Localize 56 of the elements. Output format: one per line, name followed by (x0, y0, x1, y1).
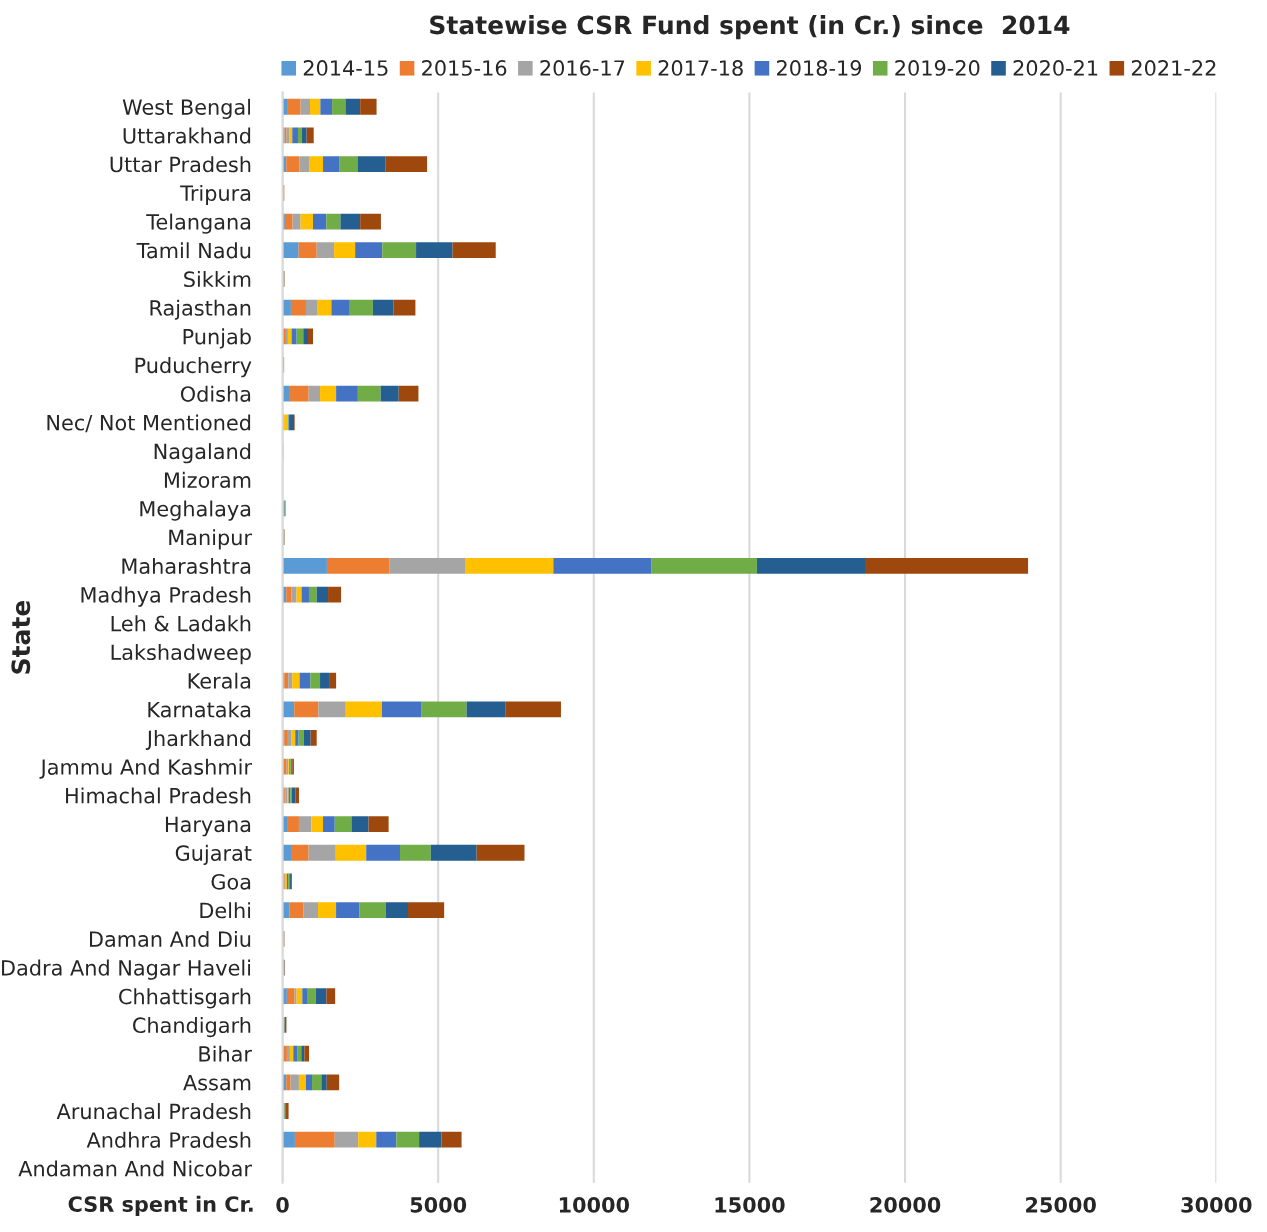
y-axis-title: State (11, 600, 31, 674)
legend-label: 2018-19 (777, 60, 862, 76)
y-tick-label: Madhya Pradesh (81, 586, 251, 607)
y-tick-label: Karnataka (148, 701, 251, 718)
legend-label: 2015-16 (422, 60, 507, 76)
y-tick-label: Gujarat (175, 844, 252, 865)
y-tick-label: Telangana (146, 213, 251, 234)
legend-label: 2021-22 (1131, 60, 1216, 76)
y-tick-label: Leh & Ladakh (111, 615, 251, 632)
y-tick-label: Nec/ Not Mentioned (47, 414, 251, 433)
y-tick-label: West Bengal (122, 98, 251, 119)
y-tick-label: Uttarakhand (123, 127, 251, 144)
y-tick-label: Jharkhand (145, 730, 251, 751)
chart-title: Statewise CSR Fund spent (in Cr.) since 2014 (430, 15, 1070, 40)
x-tick-label: 30000 (1181, 1196, 1252, 1213)
y-tick-label: Uttar Pradesh (110, 156, 251, 173)
y-tick-label: Meghalaya (140, 500, 251, 521)
y-tick-label: Odisha (180, 385, 251, 402)
x-tick-label: 0 (276, 1196, 289, 1213)
x-tick-label: 10000 (559, 1196, 630, 1213)
y-tick-label: Assam (183, 1075, 251, 1091)
legend-label: 2016-17 (540, 60, 625, 76)
y-tick-label: Chandigarh (133, 1017, 251, 1038)
y-tick-label: Punjab (183, 328, 251, 349)
y-tick-label: Kerala (188, 672, 251, 689)
y-tick-label: Mizoram (164, 471, 251, 488)
y-tick-label: Himachal Pradesh (66, 787, 251, 804)
y-tick-label: Rajasthan (150, 299, 251, 320)
y-tick-label: Manipur (169, 529, 252, 550)
y-tick-label: Maharashtra (122, 557, 251, 575)
y-tick-label: Dadra And Nagar Haveli (2, 959, 251, 980)
y-tick-label: Lakshadweep (111, 643, 251, 665)
legend-label: 2014-15 (303, 60, 388, 76)
y-tick-label: Chhattisgarh (119, 988, 251, 1009)
x-tick-label: 20000 (870, 1196, 941, 1213)
y-tick-label: Sikkim (184, 270, 251, 288)
y-tick-label: Tamil Nadu (136, 242, 251, 259)
y-tick-label: Goa (211, 873, 251, 890)
y-tick-label: Nagaland (154, 443, 251, 464)
legend-label: 2019-20 (895, 60, 980, 76)
legend-label: 2017-18 (658, 60, 743, 76)
y-tick-label: Arunachal Pradesh (56, 1103, 251, 1120)
x-axis-title: CSR spent in Cr. (68, 1195, 253, 1216)
y-tick-label: Andaman And Nicobar (18, 1160, 252, 1177)
y-tick-label: Tripura (180, 184, 251, 206)
y-tick-label: Puducherry (135, 357, 252, 378)
y-tick-label: Delhi (200, 902, 251, 919)
x-tick-label: 25000 (1026, 1196, 1096, 1213)
y-tick-label: Bihar (199, 1045, 252, 1062)
y-tick-label: Andhra Pradesh (86, 1131, 251, 1148)
y-tick-label: Haryana (165, 816, 251, 837)
y-tick-label: Jammu And Kashmir (39, 758, 252, 779)
x-tick-label: 15000 (715, 1196, 785, 1213)
y-tick-label: Daman And Diu (90, 930, 251, 948)
legend-label: 2020-21 (1013, 60, 1098, 76)
x-tick-label: 5000 (410, 1196, 467, 1213)
